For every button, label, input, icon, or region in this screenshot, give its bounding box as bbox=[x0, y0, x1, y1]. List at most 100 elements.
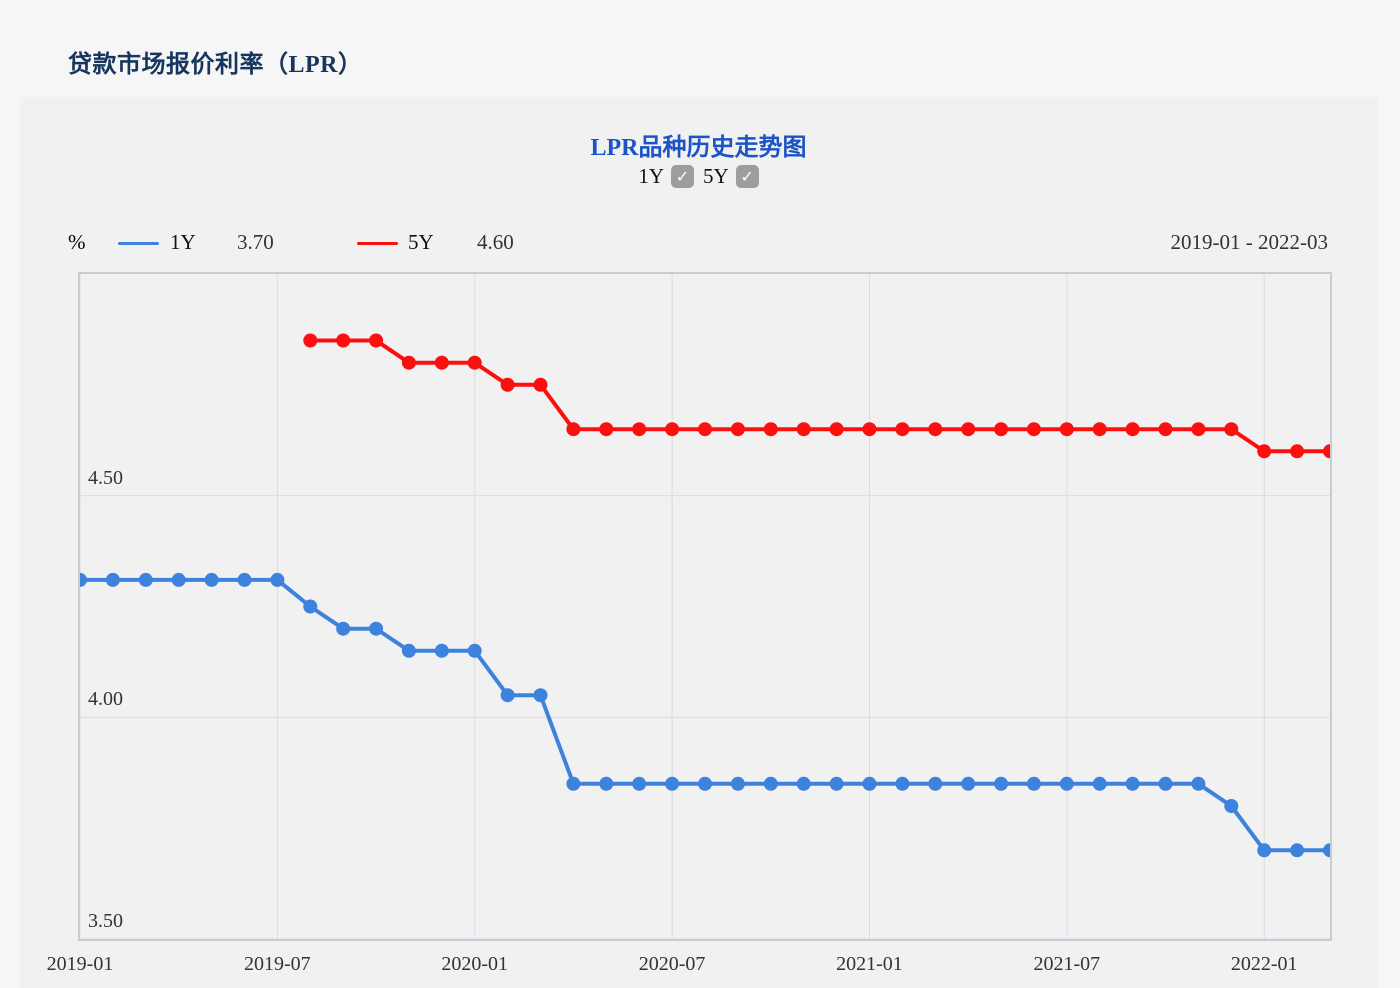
series-line-1y bbox=[80, 577, 1330, 853]
data-point-5y[interactable] bbox=[796, 422, 811, 437]
data-point-1y[interactable] bbox=[1290, 843, 1305, 858]
data-point-1y[interactable] bbox=[1191, 776, 1206, 791]
data-point-1y[interactable] bbox=[434, 643, 449, 658]
data-point-5y[interactable] bbox=[928, 422, 943, 437]
data-point-1y[interactable] bbox=[303, 599, 318, 614]
series-line-5y bbox=[310, 338, 1330, 454]
toggle-5y[interactable]: 5Y ✓ bbox=[703, 164, 759, 189]
data-point-1y[interactable] bbox=[730, 776, 745, 791]
x-tick-label: 2021-01 bbox=[836, 953, 903, 975]
data-point-1y[interactable] bbox=[566, 776, 581, 791]
data-point-5y[interactable] bbox=[698, 422, 712, 437]
data-point-5y[interactable] bbox=[336, 333, 351, 348]
data-point-1y[interactable] bbox=[369, 621, 384, 636]
data-point-5y[interactable] bbox=[862, 422, 877, 437]
data-point-1y[interactable] bbox=[533, 688, 548, 703]
data-point-5y[interactable] bbox=[829, 422, 844, 437]
data-point-1y[interactable] bbox=[994, 776, 1009, 791]
data-point-1y[interactable] bbox=[665, 776, 680, 791]
data-point-1y[interactable] bbox=[1257, 843, 1272, 858]
data-point-1y[interactable] bbox=[763, 776, 778, 791]
data-point-5y[interactable] bbox=[1323, 444, 1330, 459]
data-point-1y[interactable] bbox=[467, 643, 482, 658]
data-point-5y[interactable] bbox=[730, 422, 745, 437]
checkbox-5y-checked-icon[interactable]: ✓ bbox=[735, 165, 759, 188]
x-tick-label: 2020-01 bbox=[441, 953, 509, 975]
y-axis-unit-label: % bbox=[68, 230, 86, 254]
checkbox-1y-checked-icon[interactable]: ✓ bbox=[671, 165, 694, 188]
x-tick-label: 2019-07 bbox=[244, 953, 311, 975]
data-point-1y[interactable] bbox=[401, 643, 416, 658]
lpr-trend-svg bbox=[80, 274, 1330, 939]
data-point-1y[interactable] bbox=[928, 776, 943, 791]
data-point-1y[interactable] bbox=[105, 572, 120, 587]
data-point-5y[interactable] bbox=[566, 422, 581, 437]
legend-swatch-1y bbox=[118, 242, 159, 245]
data-point-5y[interactable] bbox=[303, 333, 318, 348]
data-point-1y[interactable] bbox=[1092, 776, 1107, 791]
page-title: 贷款市场报价利率（LPR） bbox=[68, 52, 363, 78]
data-point-5y[interactable] bbox=[665, 422, 680, 437]
data-point-5y[interactable] bbox=[763, 422, 778, 437]
legend: % 1Y 3.70 5Y 4.60 2019-01 - 2022-03 bbox=[20, 230, 1377, 260]
data-point-5y[interactable] bbox=[1092, 422, 1107, 437]
data-point-5y[interactable] bbox=[1257, 444, 1272, 459]
data-point-5y[interactable] bbox=[1224, 422, 1239, 437]
data-point-1y[interactable] bbox=[204, 572, 219, 587]
data-point-5y[interactable] bbox=[1191, 422, 1206, 437]
x-tick-label: 2022-01 bbox=[1230, 953, 1298, 975]
data-point-5y[interactable] bbox=[1125, 422, 1140, 437]
data-point-1y[interactable] bbox=[599, 776, 614, 791]
data-point-1y[interactable] bbox=[1026, 776, 1041, 791]
data-point-5y[interactable] bbox=[994, 422, 1009, 437]
data-point-5y[interactable] bbox=[1290, 444, 1305, 459]
data-point-1y[interactable] bbox=[698, 776, 712, 791]
legend-value-5y: 4.60 bbox=[477, 230, 514, 254]
data-point-1y[interactable] bbox=[1224, 799, 1239, 813]
toggle-5y-label: 5Y bbox=[703, 164, 729, 188]
plot-wrap: 3.50 4.00 4.50 2019-01 2019-07 2020-01 2020-0… bbox=[47, 272, 1332, 975]
data-point-1y[interactable] bbox=[237, 572, 252, 587]
data-point-1y[interactable] bbox=[829, 776, 844, 791]
x-tick-label: 2019-01 bbox=[46, 953, 114, 975]
data-point-1y[interactable] bbox=[1125, 776, 1140, 791]
data-point-5y[interactable] bbox=[1059, 422, 1074, 437]
x-tick-label: 2020-07 bbox=[638, 953, 706, 975]
toggle-1y-label: 1Y bbox=[638, 164, 664, 188]
data-point-1y[interactable] bbox=[862, 776, 877, 791]
plot-area[interactable]: 3.50 4.00 4.50 bbox=[78, 272, 1332, 941]
data-point-1y[interactable] bbox=[336, 621, 351, 636]
data-point-5y[interactable] bbox=[632, 422, 647, 437]
data-point-1y[interactable] bbox=[895, 776, 910, 791]
data-point-1y[interactable] bbox=[138, 572, 153, 587]
data-point-1y[interactable] bbox=[500, 688, 515, 703]
data-point-5y[interactable] bbox=[369, 333, 384, 348]
data-point-5y[interactable] bbox=[961, 422, 976, 437]
data-point-1y[interactable] bbox=[171, 572, 186, 587]
date-range-label: 2019-01 - 2022-03 bbox=[1170, 230, 1328, 254]
data-point-5y[interactable] bbox=[1026, 422, 1041, 437]
x-tick-label: 2021-07 bbox=[1033, 953, 1101, 975]
data-point-1y[interactable] bbox=[80, 572, 87, 587]
legend-name-1y: 1Y bbox=[170, 230, 196, 254]
data-point-1y[interactable] bbox=[270, 572, 285, 587]
data-point-5y[interactable] bbox=[434, 355, 449, 370]
data-point-1y[interactable] bbox=[961, 776, 976, 791]
data-point-1y[interactable] bbox=[1158, 776, 1173, 791]
data-point-5y[interactable] bbox=[401, 355, 416, 370]
data-point-1y[interactable] bbox=[1059, 776, 1074, 791]
legend-name-5y: 5Y bbox=[408, 230, 434, 254]
chart-panel: LPR品种历史走势图 1Y ✓ 5Y ✓ % 1Y 3.70 5Y 4.60 2… bbox=[20, 97, 1377, 988]
series-toggle-row: 1Y ✓ 5Y ✓ bbox=[20, 164, 1377, 189]
data-point-5y[interactable] bbox=[500, 377, 515, 392]
data-point-5y[interactable] bbox=[533, 377, 548, 392]
data-point-5y[interactable] bbox=[467, 355, 482, 370]
data-point-1y[interactable] bbox=[632, 776, 647, 791]
data-point-5y[interactable] bbox=[895, 422, 910, 437]
legend-value-1y: 3.70 bbox=[237, 230, 274, 254]
data-point-1y[interactable] bbox=[1323, 843, 1330, 858]
toggle-1y[interactable]: 1Y ✓ bbox=[638, 164, 694, 189]
data-point-1y[interactable] bbox=[796, 776, 811, 791]
data-point-5y[interactable] bbox=[599, 422, 614, 437]
data-point-5y[interactable] bbox=[1158, 422, 1173, 437]
